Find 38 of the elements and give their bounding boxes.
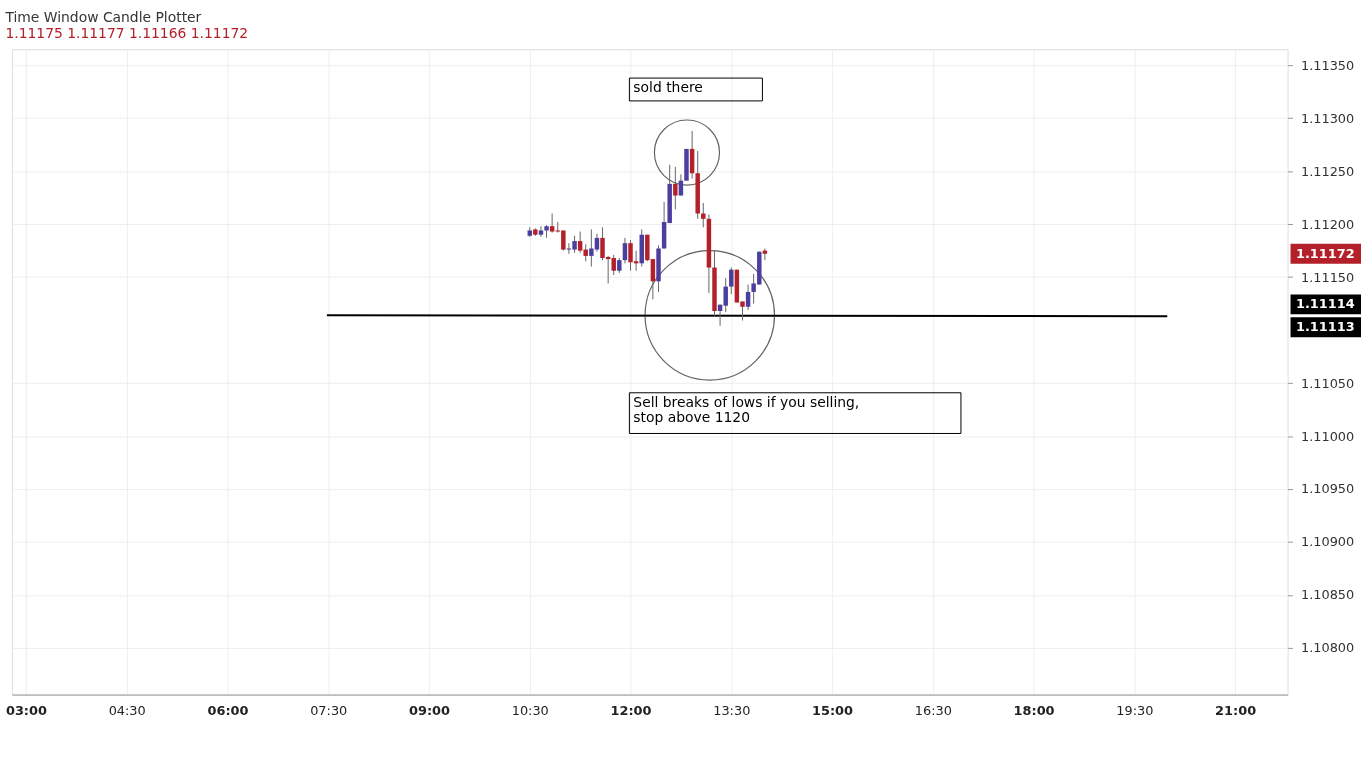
y-tick-label: 1.11200 xyxy=(1300,216,1355,232)
y-tick-label: 1.10900 xyxy=(1300,534,1355,550)
text: 1.11113 xyxy=(1295,319,1355,335)
y-tick-label: 1.11300 xyxy=(1300,110,1355,126)
x-tick-label: 13:30 xyxy=(713,702,751,718)
text: 1.11114 xyxy=(1295,296,1355,312)
y-tick-label: 1.11000 xyxy=(1300,428,1355,444)
annotation: sold there xyxy=(633,78,703,95)
x-tick-label: 16:30 xyxy=(914,702,952,718)
x-tick-label: 06:00 xyxy=(207,702,249,718)
x-tick-label: 18:00 xyxy=(1013,702,1055,718)
y-tick-label: 1.11250 xyxy=(1300,163,1355,179)
candlestick xyxy=(729,267,734,295)
candlestick xyxy=(701,202,706,228)
x-tick-label: 21:00 xyxy=(1215,702,1257,718)
chart-title: Time Window Candle Plotter xyxy=(4,8,202,25)
x-tick-label: 07:30 xyxy=(310,702,348,718)
candlestick xyxy=(538,225,544,238)
y-tick-label: 1.11150 xyxy=(1300,269,1355,285)
y-tick-label: 1.10800 xyxy=(1300,640,1355,656)
y-tick-label: 1.11350 xyxy=(1300,57,1355,73)
x-tick-label: 09:00 xyxy=(408,702,451,718)
candlestick xyxy=(745,284,751,311)
chart-subtitle: 1.11175 1.11177 1.11166 1.11172 xyxy=(5,25,249,42)
x-tick-label: 12:00 xyxy=(610,702,652,718)
y-tick-label: 1.11050 xyxy=(1300,375,1355,391)
candlestick xyxy=(673,166,678,210)
text: 1.11172 xyxy=(1295,245,1355,261)
candlestick xyxy=(678,173,684,197)
x-tick-label: 10:30 xyxy=(511,702,549,718)
annotation: Sell breaks of lows if you selling, stop above 1120 xyxy=(633,393,860,425)
x-tick-label: 04:30 xyxy=(108,702,146,718)
y-tick-label: 1.10950 xyxy=(1300,481,1355,497)
x-tick-label: 19:30 xyxy=(1116,702,1154,718)
x-tick-label: 03:00 xyxy=(5,702,47,718)
x-tick-label: 15:00 xyxy=(812,702,854,718)
y-tick-label: 1.10850 xyxy=(1300,587,1355,603)
candlestick xyxy=(549,213,555,234)
